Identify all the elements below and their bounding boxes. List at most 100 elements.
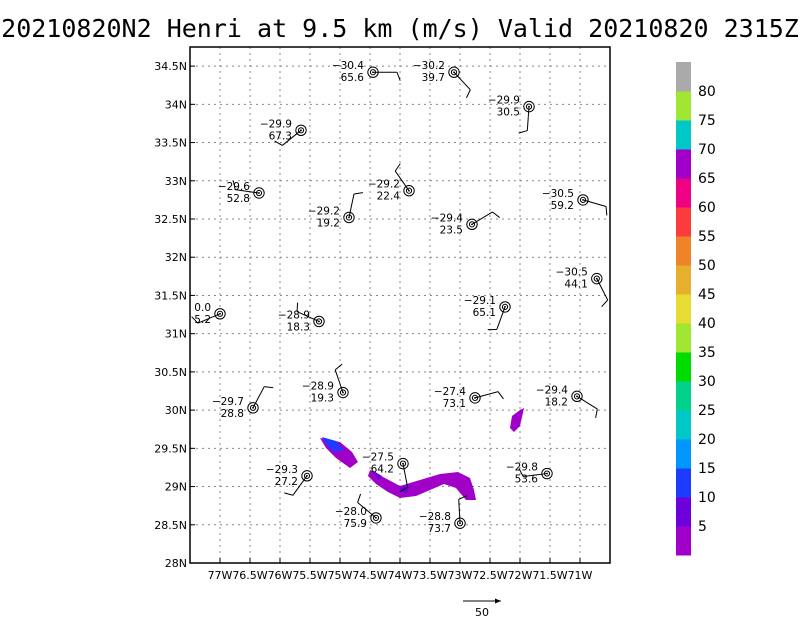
station-temp: −30.4: [332, 60, 364, 72]
lat-tick-label: 31N: [165, 328, 187, 341]
colorbar-label: 30: [698, 374, 716, 390]
station-temp: −29.2: [308, 205, 340, 217]
station-temp: −27.5: [362, 452, 394, 464]
lat-tick-label: 34.5N: [154, 60, 187, 73]
station-temp: 0.0: [194, 302, 211, 314]
colorbar-label: 45: [698, 287, 716, 303]
lat-tick-label: 33N: [165, 175, 187, 188]
lon-tick-label: 75.5W: [292, 569, 327, 582]
lat-lon-grid: [190, 47, 610, 564]
station-temp: −29.4: [431, 212, 463, 224]
wind-barb-icon: [402, 463, 409, 488]
colorbar-label: 15: [698, 461, 716, 477]
wind-barb-icon: [282, 129, 302, 146]
station-value: 22.4: [377, 191, 401, 203]
station-plot: −30.465.6: [332, 60, 401, 84]
station-value: 64.2: [371, 464, 394, 476]
colorbar-label: 10: [698, 490, 716, 506]
map-frame: [189, 46, 611, 564]
station-value: 52.8: [227, 193, 250, 205]
colorbar-swatch: [676, 439, 691, 469]
wind-barb-icon: [471, 211, 493, 225]
station-plot: −28.873.7: [419, 495, 468, 535]
map-title: 20210820N2 Henri at 9.5 km (m/s) Valid 2…: [1, 14, 799, 43]
station-temp: −29.6: [218, 181, 250, 193]
colorbar-label: 75: [698, 113, 716, 129]
colorbar-label: 60: [698, 200, 716, 216]
colorbar-label: 70: [698, 142, 716, 158]
station-plot: −29.728.8: [212, 386, 274, 420]
station-temp: −29.4: [536, 384, 568, 396]
lon-tick-label: 71W: [568, 569, 593, 582]
reference-vector-label: 50: [475, 606, 489, 618]
station-plot: −29.165.1: [464, 295, 511, 331]
wind-barb-icon: [496, 306, 506, 330]
wind-barb-icon: [292, 475, 308, 496]
colorbar-swatch: [676, 497, 691, 527]
colorbar-label: 35: [698, 345, 716, 361]
station-plot: −30.544.1: [556, 267, 609, 308]
lon-tick-label: 74W: [388, 569, 413, 582]
station-plot: −29.418.2: [536, 384, 598, 418]
station-value: 27.2: [275, 476, 298, 488]
wind-barb-icon: [252, 386, 265, 409]
station-plot: −27.564.2: [362, 452, 409, 493]
station-temp: −28.9: [302, 381, 334, 393]
station-value: 59.2: [551, 200, 574, 212]
wind-barb-icon: [458, 499, 461, 524]
station-plot: 0.05.2: [191, 302, 226, 326]
station-temp: −29.1: [464, 295, 496, 307]
colorbar-swatch: [676, 91, 691, 121]
colorbar-swatch: [676, 526, 691, 556]
station-value: 18.3: [287, 321, 310, 333]
lat-tick-label: 32.5N: [154, 213, 187, 226]
station-value: 65.6: [341, 72, 365, 84]
station-temp: −27.4: [434, 386, 466, 398]
colorbar-swatch: [676, 323, 691, 353]
station-plot: −27.473.1: [434, 386, 504, 410]
lon-tick-label: 72W: [508, 569, 533, 582]
colorbar-swatch: [676, 120, 691, 150]
lat-tick-label: 32N: [165, 251, 187, 264]
colorbar-swatch: [676, 410, 691, 440]
station-value: 53.6: [515, 474, 539, 486]
wind-barb-icon: [523, 473, 548, 477]
station-value: 5.2: [194, 314, 211, 326]
station-plot: −30.239.7: [413, 60, 471, 99]
station-temp: −30.5: [542, 188, 574, 200]
lon-tick-label: 72.5W: [472, 569, 507, 582]
colorbar-label: 55: [698, 229, 716, 245]
wind-barb-icon: [348, 193, 355, 218]
lat-tick-label: 28.5N: [154, 519, 187, 532]
wind-barb-icon: [197, 313, 221, 324]
station-value: 75.9: [344, 518, 367, 530]
colorbar-label: 40: [698, 316, 716, 332]
wind-barb-icon: [357, 502, 377, 519]
lat-tick-labels: 28N 28.5N 29N 29.5N 30N 30.5N 31N 31.5N 32N 32.5N…: [154, 60, 187, 570]
station-temp: −28.0: [335, 506, 367, 518]
station-plot: −29.219.2: [308, 192, 363, 229]
colorbar-swatch: [676, 207, 691, 237]
lon-tick-labels: 77W 76.5W 76W 75.5W 75W 74.5W 74W 73.5W 73W 72.5W…: [208, 569, 593, 582]
station-value: 44.1: [564, 279, 587, 291]
lon-tick-label: 74.5W: [352, 569, 387, 582]
lat-tick-label: 29N: [165, 481, 187, 494]
lat-tick-label: 33.5N: [154, 137, 187, 150]
wind-barb-icon: [453, 71, 471, 91]
station-plot: −29.327.2: [266, 464, 313, 496]
station-temp: −29.8: [506, 462, 538, 474]
station-value: 19.2: [317, 217, 340, 229]
station-plot: −29.222.4: [368, 163, 415, 203]
lon-tick-label: 73.5W: [412, 569, 447, 582]
reference-vector: 50: [463, 598, 501, 618]
lat-tick-label: 29.5N: [154, 442, 187, 455]
station-temp: −29.2: [368, 179, 400, 191]
station-plot: −28.918.3: [278, 302, 325, 333]
wind-barb-icon: [596, 278, 609, 301]
station-value: 18.2: [545, 396, 568, 408]
station-value: 73.1: [443, 398, 466, 410]
lat-tick-label: 30.5N: [154, 366, 187, 379]
lon-tick-label: 76W: [268, 569, 293, 582]
station-value: 73.7: [428, 523, 451, 535]
